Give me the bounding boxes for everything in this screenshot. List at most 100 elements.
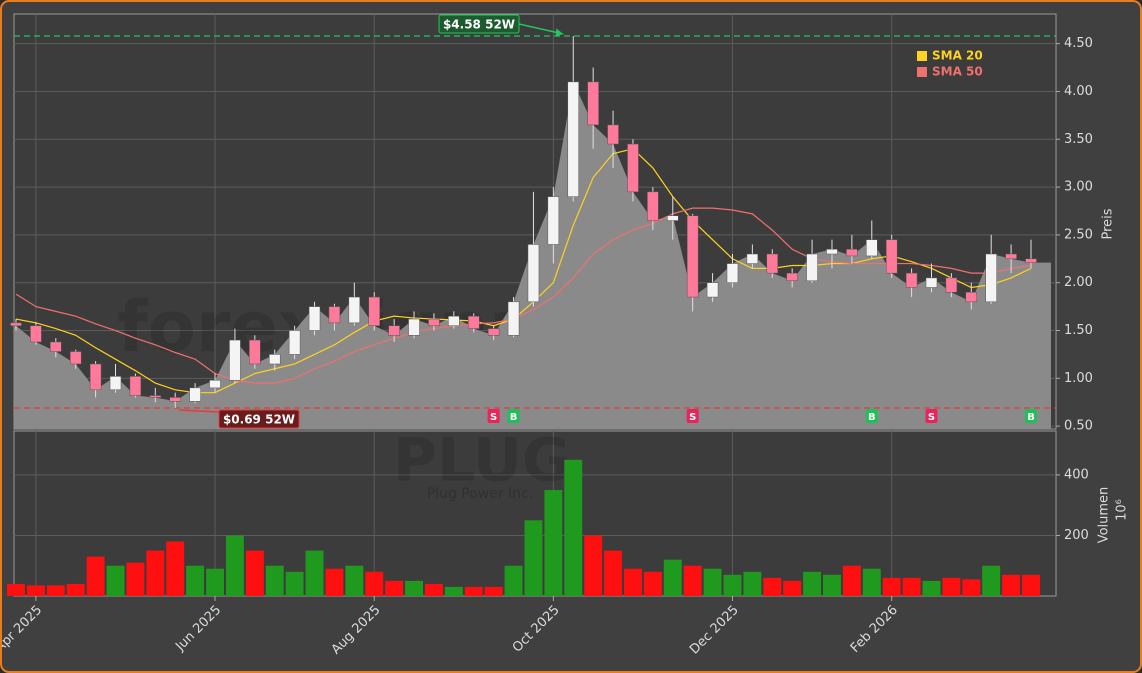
y-tick-label: 200 <box>1064 528 1089 543</box>
volume-bar <box>26 585 45 596</box>
volume-bar <box>604 550 623 596</box>
y-tick-label: 4.00 <box>1064 84 1093 99</box>
candle-body <box>368 296 380 326</box>
candle-body <box>726 263 739 283</box>
candle-body <box>1005 253 1017 260</box>
signal-label: B <box>510 412 518 423</box>
volume-axis-label: Volumen <box>1097 487 1112 544</box>
52w-label-box <box>438 14 520 34</box>
y-tick-label: 1.00 <box>1064 371 1093 386</box>
y-tick-label: 2.00 <box>1064 275 1093 290</box>
volume-bar <box>823 574 841 596</box>
volume-bar <box>405 580 423 596</box>
volume-scale-label: 10⁶ <box>1115 499 1130 521</box>
y-tick-label: 3.50 <box>1064 132 1093 147</box>
52w-label-box <box>218 409 300 429</box>
signal-marker <box>1025 409 1037 423</box>
y-tick-label: 1.50 <box>1064 323 1093 338</box>
signal-marker <box>686 409 699 423</box>
candle-body <box>905 272 918 288</box>
signal-label: B <box>868 412 876 423</box>
volume-bar <box>7 583 25 596</box>
candle-body <box>50 341 62 352</box>
candle-body <box>766 253 778 274</box>
candle-body <box>667 215 679 221</box>
candle-body <box>448 315 460 326</box>
volume-bar <box>484 586 503 596</box>
volume-bar <box>882 577 901 596</box>
candle-body <box>189 387 201 402</box>
candle-body <box>1025 258 1037 263</box>
candle-body <box>945 277 958 293</box>
legend-swatch <box>917 67 927 77</box>
candle-body <box>269 354 281 365</box>
volume-bar <box>424 583 443 596</box>
candle-body <box>209 379 221 389</box>
x-tick-label: Aug 2025 <box>329 603 384 658</box>
volume-bar <box>46 585 65 596</box>
volume-bar <box>524 520 543 596</box>
volume-bar <box>464 586 483 596</box>
company-watermark: Plug Power Inc. <box>427 486 533 502</box>
signal-marker <box>865 409 878 423</box>
y-axis-label: Preis <box>1101 208 1116 239</box>
volume-bar <box>942 577 961 596</box>
volume-bar <box>305 550 324 596</box>
candle-body <box>965 292 978 303</box>
legend-label: SMA 50 <box>932 65 983 79</box>
candle-body <box>468 315 480 329</box>
52w-label: $4.58 52W <box>443 18 515 32</box>
volume-bar <box>345 565 364 596</box>
candle-body <box>428 318 440 326</box>
volume-bar <box>743 571 762 596</box>
candle-body <box>607 124 619 145</box>
volume-bar <box>902 577 921 596</box>
52w-arrowhead <box>555 28 564 37</box>
volume-bar <box>1022 574 1040 596</box>
volume-bar <box>365 571 384 596</box>
volume-bar <box>66 583 85 596</box>
candle-body <box>89 363 102 391</box>
signal-label: S <box>689 412 696 423</box>
volume-bar <box>245 550 264 596</box>
candle-body <box>587 81 599 126</box>
volume-bar <box>982 565 1001 596</box>
52w-label: $0.69 52W <box>223 413 295 427</box>
volume-bar <box>166 541 185 596</box>
sma-line <box>15 148 1032 394</box>
volume-bar <box>624 568 642 596</box>
candle-body <box>706 282 719 298</box>
candle-body <box>10 322 22 326</box>
volume-bar <box>783 580 802 596</box>
volume-bar <box>285 571 304 596</box>
y-tick-label: 3.00 <box>1064 180 1093 195</box>
signal-label: B <box>1027 412 1035 423</box>
volume-bar <box>803 571 822 596</box>
y-tick-label: 0.50 <box>1064 419 1093 434</box>
candle-body <box>627 143 639 193</box>
candle-body <box>308 306 321 331</box>
volume-bar <box>444 586 463 596</box>
candle-body <box>547 196 560 245</box>
volume-bar <box>564 459 583 596</box>
candle-body <box>826 248 838 255</box>
y-tick-label: 4.50 <box>1064 36 1093 51</box>
sma-line <box>15 207 1032 384</box>
volume-bar <box>544 490 563 596</box>
signal-label: S <box>928 412 935 423</box>
volume-bar <box>225 535 244 596</box>
volume-bar <box>385 580 404 596</box>
volume-bar <box>763 577 782 596</box>
volume-bar <box>325 568 344 596</box>
candle-body <box>149 395 162 398</box>
candle-body <box>69 351 82 365</box>
legend-swatch <box>917 51 927 61</box>
signal-marker <box>507 409 520 423</box>
volume-bar <box>862 568 881 596</box>
candle-body <box>527 244 540 303</box>
volume-bar <box>703 568 722 596</box>
volume-bar <box>723 574 742 596</box>
candle-body <box>249 339 261 365</box>
